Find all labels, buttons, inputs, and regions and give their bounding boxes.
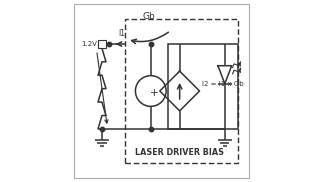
Text: Gb: Gb [143,12,155,21]
Circle shape [136,76,166,106]
Polygon shape [218,66,232,84]
Text: 1.2V: 1.2V [81,41,97,47]
Text: +: + [150,88,158,98]
Polygon shape [160,71,200,111]
Text: I1: I1 [118,29,125,38]
Text: LASER DRIVER BIAS: LASER DRIVER BIAS [135,148,224,157]
Text: I2 = I1 x Gb: I2 = I1 x Gb [202,81,244,87]
Bar [98,40,106,48]
Bar [168,44,238,129]
